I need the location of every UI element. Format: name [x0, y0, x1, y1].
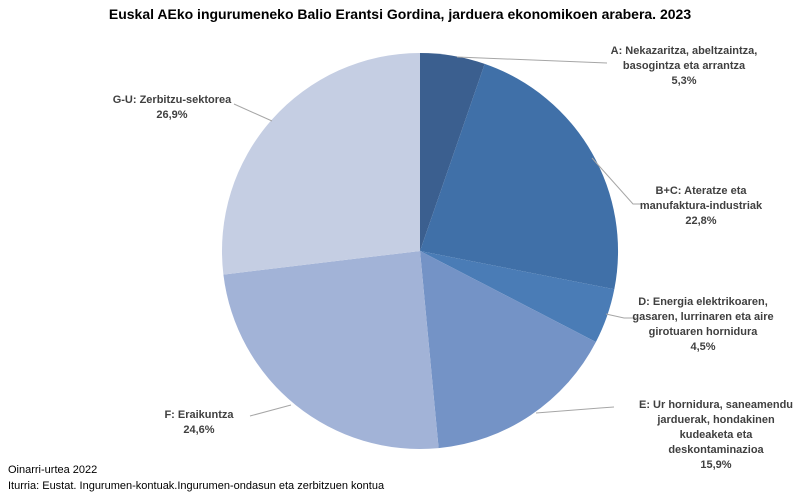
- leader-line-f: [249, 404, 292, 417]
- pie-slice-d: [420, 251, 615, 342]
- leader-line-e: [535, 406, 615, 414]
- leader-lines: [233, 56, 641, 417]
- leader-line-gu: [233, 103, 273, 122]
- slice-label-bc-pct: 22,8%: [685, 215, 717, 227]
- slice-label-a: A: Nekazaritza, abeltzaintza, basogintza…: [584, 44, 784, 89]
- leader-line-d: [605, 313, 636, 319]
- pie-slice-gu: [221, 53, 420, 275]
- slice-label-e-text: E: Ur hornidura, saneamendu jarduerak, h…: [638, 399, 794, 456]
- slice-label-d-text: D: Energia elektrikoaren, gasaren, lurri…: [632, 296, 774, 338]
- chart-footnotes: Oinarri-urtea 2022 Iturria: Eustat. Ingu…: [8, 462, 384, 494]
- pie-slice-bc: [420, 63, 619, 290]
- slice-label-gu-text: G-U: Zerbitzu-sektorea: [112, 94, 232, 106]
- slice-label-d-pct: 4,5%: [690, 341, 716, 353]
- slice-label-bc: B+C: Ateratze eta manufaktura-industriak…: [601, 184, 800, 229]
- leader-line-a: [456, 56, 608, 64]
- pie-slice-e: [420, 251, 596, 449]
- footnote-base-year: Oinarri-urtea 2022: [8, 464, 98, 476]
- slice-label-f: F: Eraikuntza 24,6%: [99, 408, 299, 438]
- slice-label-a-pct: 5,3%: [671, 75, 697, 87]
- slice-label-e: E: Ur hornidura, saneamendu jarduerak, h…: [616, 398, 800, 473]
- slice-label-e-pct: 15,9%: [700, 459, 732, 471]
- slice-label-a-text: A: Nekazaritza, abeltzaintza, basogintza…: [610, 45, 758, 72]
- slice-label-gu: G-U: Zerbitzu-sektorea 26,9%: [72, 93, 272, 123]
- slice-label-gu-pct: 26,9%: [156, 109, 188, 121]
- pie-slices: [221, 53, 619, 449]
- footnote-source: Iturria: Eustat. Ingurumen-kontuak.Ingur…: [8, 480, 385, 492]
- slice-label-bc-text: B+C: Ateratze eta manufaktura-industriak: [639, 185, 763, 212]
- leader-line-bc: [591, 157, 641, 205]
- pie-slice-a: [420, 53, 485, 251]
- chart-title: Euskal AEko ingurumeneko Balio Erantsi G…: [108, 6, 692, 22]
- slice-label-f-pct: 24,6%: [183, 424, 215, 436]
- slice-label-d: D: Energia elektrikoaren, gasaren, lurri…: [603, 295, 800, 355]
- pie-slice-f: [223, 251, 439, 449]
- slice-label-f-text: F: Eraikuntza: [164, 409, 234, 421]
